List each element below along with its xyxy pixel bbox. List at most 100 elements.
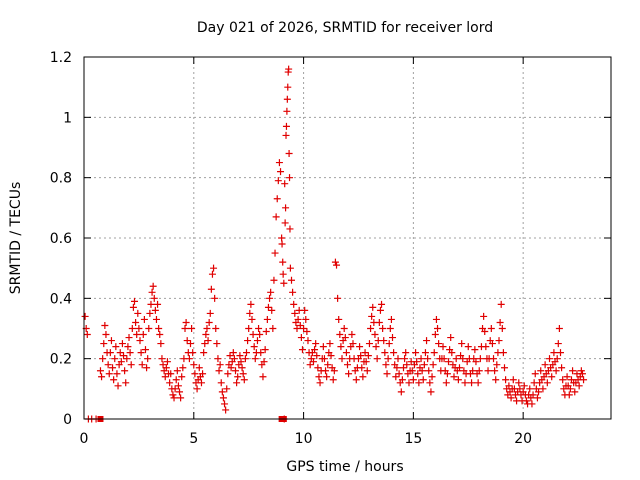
- data-point: [528, 400, 536, 408]
- data-point: [283, 95, 291, 103]
- data-point: [516, 385, 524, 393]
- data-point: [539, 385, 547, 393]
- data-point: [312, 340, 320, 348]
- data-point: [282, 122, 290, 130]
- data-point: [414, 370, 422, 378]
- data-point: [356, 343, 364, 351]
- data-point: [286, 225, 294, 233]
- data-point: [359, 373, 367, 381]
- data-point: [543, 379, 551, 387]
- data-point: [358, 364, 366, 372]
- data-point: [315, 373, 323, 381]
- data-point: [316, 379, 324, 387]
- data-point: [124, 343, 132, 351]
- data-point: [301, 306, 309, 314]
- data-point: [255, 325, 263, 332]
- data-point: [492, 376, 500, 384]
- data-point: [459, 355, 467, 363]
- data-point: [378, 300, 386, 308]
- data-point: [100, 340, 108, 348]
- data-point: [448, 349, 456, 357]
- data-point: [224, 370, 232, 378]
- data-point: [323, 373, 331, 381]
- data-point: [221, 400, 229, 408]
- data-point: [330, 367, 338, 375]
- data-point: [420, 361, 428, 369]
- data-point: [285, 150, 293, 158]
- data-point: [563, 373, 571, 381]
- data-point: [137, 349, 145, 357]
- data-point: [300, 325, 308, 332]
- data-point: [306, 361, 314, 369]
- data-point: [397, 388, 405, 396]
- data-point: [109, 364, 117, 372]
- data-point: [482, 343, 490, 351]
- data-point: [468, 379, 476, 387]
- data-point: [166, 379, 174, 387]
- data-point: [412, 349, 420, 357]
- data-point: [423, 337, 431, 345]
- data-point: [313, 352, 321, 360]
- data-point: [239, 370, 247, 378]
- data-point: [150, 294, 158, 302]
- data-point: [340, 325, 348, 332]
- data-point: [577, 367, 585, 375]
- data-point: [268, 306, 276, 314]
- data-point: [149, 282, 157, 290]
- data-point: [215, 367, 223, 375]
- data-point: [261, 346, 269, 354]
- data-point: [185, 355, 193, 363]
- data-point: [138, 361, 146, 369]
- data-point: [439, 343, 447, 351]
- data-point: [106, 349, 114, 357]
- data-point: [248, 315, 256, 323]
- data-point: [122, 379, 130, 387]
- data-point: [205, 318, 213, 326]
- data-point: [417, 355, 425, 363]
- data-point: [277, 168, 285, 176]
- y-tick-label: 0: [63, 412, 72, 428]
- data-point: [212, 325, 220, 332]
- data-point: [256, 331, 264, 339]
- data-point: [342, 349, 350, 357]
- y-tick-label: 0.4: [50, 291, 72, 307]
- data-point: [495, 337, 503, 345]
- data-point: [541, 361, 549, 369]
- data-point: [167, 370, 175, 378]
- data-point: [431, 331, 439, 339]
- data-point: [294, 315, 302, 323]
- data-point: [110, 376, 118, 384]
- data-point: [464, 343, 472, 351]
- data-point: [408, 367, 416, 375]
- data-point: [204, 337, 212, 345]
- data-point: [146, 309, 154, 317]
- data-point: [263, 315, 271, 323]
- data-point: [314, 364, 322, 372]
- data-point: [193, 385, 201, 393]
- data-point: [177, 394, 185, 402]
- data-point: [434, 325, 442, 332]
- data-point: [259, 373, 267, 381]
- data-point: [458, 340, 466, 348]
- data-point: [552, 367, 560, 375]
- data-point: [481, 328, 489, 336]
- data-point: [440, 355, 448, 363]
- x-axis-label: GPS time / hours: [286, 459, 403, 475]
- data-point: [281, 219, 289, 227]
- data-point: [172, 376, 180, 384]
- data-point: [134, 309, 142, 317]
- data-point: [384, 355, 392, 363]
- data-point: [505, 382, 513, 390]
- data-point: [382, 361, 390, 369]
- data-point: [163, 358, 171, 366]
- data-point: [344, 361, 351, 369]
- data-point: [83, 331, 91, 339]
- data-point: [326, 340, 334, 348]
- data-point: [200, 349, 208, 357]
- data-point: [112, 343, 120, 351]
- data-point: [217, 379, 225, 387]
- data-point: [502, 376, 510, 384]
- data-point: [372, 343, 380, 351]
- data-point: [286, 174, 294, 182]
- data-point: [450, 373, 458, 381]
